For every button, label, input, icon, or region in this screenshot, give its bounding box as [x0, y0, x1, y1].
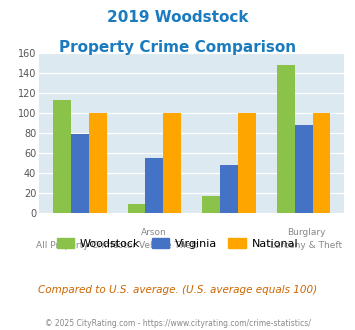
Bar: [89, 113, 106, 213]
Bar: [71, 134, 89, 213]
Bar: [220, 165, 238, 213]
Bar: [202, 196, 220, 213]
Bar: [277, 65, 295, 213]
Text: Motor Vehicle Theft: Motor Vehicle Theft: [110, 241, 197, 250]
Bar: [295, 125, 312, 213]
Bar: [53, 100, 71, 213]
Text: Compared to U.S. average. (U.S. average equals 100): Compared to U.S. average. (U.S. average …: [38, 285, 317, 295]
Text: Larceny & Theft: Larceny & Theft: [270, 241, 342, 250]
Legend: Woodstock, Virginia, National: Woodstock, Virginia, National: [52, 234, 303, 253]
Text: © 2025 CityRating.com - https://www.cityrating.com/crime-statistics/: © 2025 CityRating.com - https://www.city…: [45, 319, 310, 328]
Bar: [312, 113, 331, 213]
Text: All Property Crime: All Property Crime: [36, 241, 119, 250]
Text: Arson: Arson: [141, 228, 166, 237]
Text: Burglary: Burglary: [287, 228, 326, 237]
Text: Property Crime Comparison: Property Crime Comparison: [59, 40, 296, 54]
Text: 2019 Woodstock: 2019 Woodstock: [107, 10, 248, 25]
Bar: [163, 113, 181, 213]
Bar: [238, 113, 256, 213]
Bar: [127, 204, 146, 213]
Bar: [146, 158, 163, 213]
